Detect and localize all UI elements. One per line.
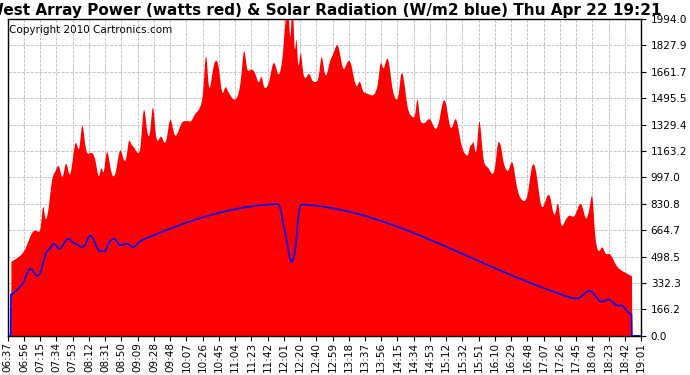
Title: West Array Power (watts red) & Solar Radiation (W/m2 blue) Thu Apr 22 19:21: West Array Power (watts red) & Solar Rad… xyxy=(0,3,662,18)
Text: Copyright 2010 Cartronics.com: Copyright 2010 Cartronics.com xyxy=(9,25,172,35)
